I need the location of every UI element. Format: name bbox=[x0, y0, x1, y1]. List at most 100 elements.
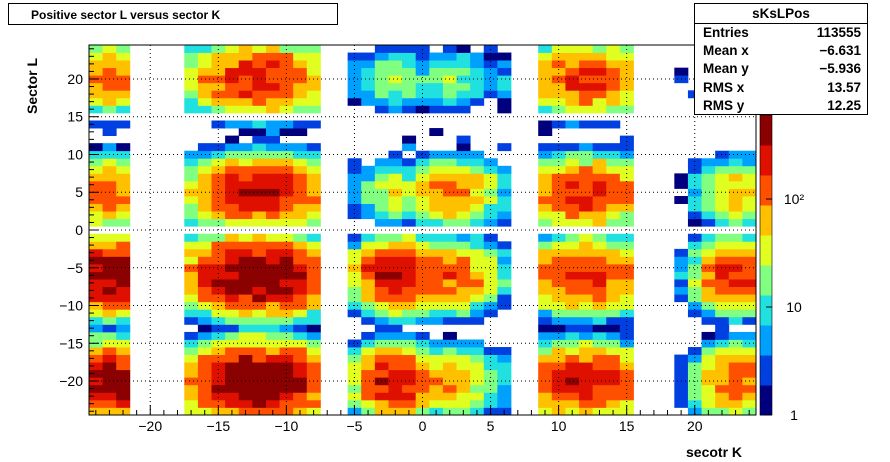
bin-cell bbox=[538, 354, 553, 363]
bin-cell bbox=[579, 90, 594, 99]
bin-cell bbox=[306, 399, 321, 408]
x-tick-label: 10 bbox=[551, 418, 567, 434]
bin-cell bbox=[361, 75, 376, 84]
bin-cell bbox=[279, 347, 294, 355]
bin-cell bbox=[565, 180, 580, 189]
bin-cell bbox=[579, 271, 594, 280]
bin-cell bbox=[606, 67, 621, 76]
bin-cell bbox=[497, 384, 512, 393]
bin-cell bbox=[388, 75, 403, 84]
z-tick-label: 1 bbox=[790, 407, 798, 423]
bin-cell bbox=[742, 309, 757, 318]
bin-cell bbox=[470, 248, 485, 257]
bin-cell bbox=[619, 399, 634, 408]
bin-cell bbox=[279, 218, 294, 227]
bin-cell bbox=[102, 347, 117, 355]
bin-cell bbox=[388, 377, 403, 386]
bin-cell bbox=[184, 377, 199, 386]
bin-cell bbox=[374, 309, 389, 318]
bin-cell bbox=[619, 135, 634, 144]
bin-cell bbox=[211, 218, 226, 227]
bin-cell bbox=[687, 384, 702, 393]
bin-cell bbox=[579, 316, 594, 325]
bin-cell bbox=[728, 173, 743, 182]
bin-cell bbox=[551, 279, 566, 288]
bin-cell bbox=[415, 45, 430, 53]
bin-cell bbox=[579, 301, 594, 310]
bin-cell bbox=[551, 248, 566, 257]
bin-cell bbox=[184, 158, 199, 167]
bin-cell bbox=[483, 67, 498, 76]
bin-cell bbox=[565, 90, 580, 99]
bin-cell bbox=[715, 331, 730, 340]
bin-cell bbox=[306, 158, 321, 167]
bin-cell bbox=[565, 120, 580, 129]
bin-cell bbox=[701, 218, 716, 227]
bin-cell bbox=[606, 384, 621, 393]
bin-cell bbox=[252, 347, 267, 355]
bin-cell bbox=[89, 60, 104, 69]
bin-cell bbox=[715, 294, 730, 303]
z-tick-label: 10 bbox=[786, 299, 802, 315]
bin-cell bbox=[116, 120, 131, 129]
bin-cell bbox=[116, 203, 131, 212]
bin-cell bbox=[238, 369, 253, 378]
bin-cell bbox=[565, 97, 580, 106]
bin-cell bbox=[497, 392, 512, 401]
bin-cell bbox=[293, 279, 308, 288]
bin-cell bbox=[701, 399, 716, 408]
bin-cell bbox=[402, 203, 417, 212]
bin-cell bbox=[197, 67, 212, 76]
bin-cell bbox=[715, 196, 730, 204]
bin-cell bbox=[252, 45, 267, 53]
bin-cell bbox=[538, 218, 553, 227]
bin-cell bbox=[497, 362, 512, 371]
bin-cell bbox=[470, 256, 485, 265]
bin-cell bbox=[470, 271, 485, 280]
bin-cell bbox=[252, 203, 267, 212]
bin-cell bbox=[715, 256, 730, 265]
bin-cell bbox=[579, 203, 594, 212]
bin-cell bbox=[361, 286, 376, 295]
bin-cell bbox=[388, 248, 403, 257]
bin-cell bbox=[184, 188, 199, 197]
bin-cell bbox=[102, 60, 117, 69]
y-tick-label: 15 bbox=[67, 109, 83, 125]
bin-cell bbox=[701, 203, 716, 212]
bin-cell bbox=[402, 60, 417, 69]
bin-cell bbox=[497, 294, 512, 303]
bin-cell bbox=[497, 377, 512, 386]
bin-cell bbox=[402, 135, 417, 144]
bin-cell bbox=[579, 52, 594, 61]
bin-cell bbox=[497, 180, 512, 189]
bin-cell bbox=[361, 82, 376, 91]
bin-cell bbox=[619, 294, 634, 303]
bin-cell bbox=[293, 301, 308, 310]
bin-cell bbox=[579, 331, 594, 340]
bin-cell bbox=[388, 339, 403, 348]
bin-cell bbox=[252, 286, 267, 295]
bin-cell bbox=[252, 75, 267, 84]
bin-cell bbox=[701, 165, 716, 174]
color-scale-segment bbox=[760, 360, 772, 366]
bin-cell bbox=[361, 392, 376, 401]
bin-cell bbox=[483, 45, 498, 53]
bin-cell bbox=[388, 384, 403, 393]
bin-cell bbox=[374, 362, 389, 371]
bin-cell bbox=[211, 120, 226, 129]
stats-key: RMS x bbox=[703, 79, 745, 95]
bin-cell bbox=[279, 286, 294, 295]
color-scale-segment bbox=[760, 255, 772, 261]
bin-cell bbox=[211, 45, 226, 53]
bin-cell bbox=[483, 158, 498, 167]
bin-cell bbox=[347, 271, 362, 280]
bin-cell bbox=[565, 347, 580, 355]
bin-cell bbox=[265, 309, 280, 318]
bin-cell bbox=[456, 218, 471, 227]
bin-cell bbox=[184, 354, 199, 363]
bin-cell bbox=[252, 248, 267, 257]
bin-cell bbox=[429, 294, 444, 303]
bin-cell bbox=[225, 105, 240, 114]
bin-cell bbox=[102, 90, 117, 99]
bin-cell bbox=[293, 173, 308, 182]
